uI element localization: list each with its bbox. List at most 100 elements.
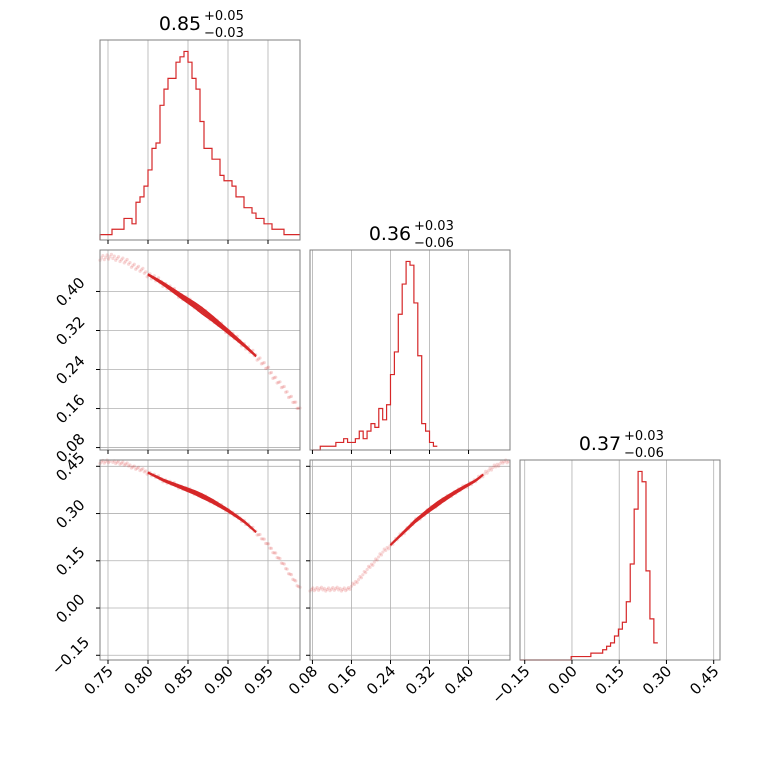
sample-point — [108, 255, 112, 259]
sample-point — [118, 462, 122, 466]
sample-point — [359, 576, 364, 580]
sample-point — [361, 573, 365, 577]
sample-point — [272, 551, 276, 555]
sample-point — [265, 542, 269, 546]
sample-point — [275, 555, 279, 560]
sample-point — [264, 366, 268, 371]
sample-point — [106, 461, 111, 465]
sample-point — [341, 587, 345, 592]
sample-point — [488, 466, 492, 470]
sample-point — [491, 465, 495, 470]
sample-point — [294, 579, 298, 583]
sample-point — [112, 254, 116, 258]
sample-point — [369, 562, 374, 566]
sample-point — [501, 461, 505, 465]
sample-point — [104, 459, 108, 464]
title-lower-error: −0.03 — [204, 26, 244, 41]
sample-point — [338, 586, 342, 590]
sample-point — [339, 589, 344, 593]
contour-line — [389, 473, 484, 546]
sample-point — [498, 462, 502, 466]
sample-point — [99, 460, 104, 464]
sample-point — [258, 356, 262, 360]
sample-point — [296, 406, 301, 410]
title-upper-error: +0.03 — [624, 429, 664, 444]
sample-point — [282, 384, 286, 389]
sample-point — [135, 266, 139, 270]
sample-point — [278, 380, 282, 384]
sample-point — [274, 375, 278, 379]
sample-point — [131, 264, 135, 268]
sample-point — [329, 587, 334, 591]
sample-point — [374, 557, 378, 561]
sample-point — [334, 587, 338, 591]
sample-point — [505, 461, 509, 465]
sample-point — [125, 461, 129, 465]
sample-point — [282, 562, 286, 566]
sample-point — [386, 547, 391, 551]
sample-point — [119, 258, 124, 262]
sample-point — [335, 585, 339, 589]
sample-point — [256, 357, 261, 361]
scatter-panel-background — [100, 460, 300, 660]
sample-point — [288, 572, 292, 576]
sample-point — [119, 461, 124, 465]
sample-point — [284, 567, 288, 571]
density-contours — [389, 473, 484, 546]
sample-point — [274, 551, 278, 555]
sample-point — [121, 256, 125, 260]
sample-point — [261, 537, 265, 541]
sample-point — [141, 467, 145, 471]
sample-point — [128, 463, 132, 467]
sample-point — [332, 588, 336, 592]
vertical-grid — [524, 460, 715, 660]
sample-point — [136, 264, 141, 268]
sample-point — [378, 552, 382, 556]
sample-point — [116, 255, 121, 259]
sample-point — [141, 266, 145, 270]
sample-point — [289, 394, 294, 398]
sample-point — [371, 563, 375, 567]
title-upper-error: +0.05 — [204, 9, 244, 24]
sample-point — [122, 261, 126, 265]
sample-point — [295, 406, 299, 410]
sample-point — [129, 466, 134, 470]
grid — [310, 460, 510, 660]
sample-point — [276, 556, 281, 560]
sample-point — [286, 572, 291, 576]
sample-point — [292, 400, 296, 404]
sample-point — [309, 587, 314, 592]
sample-point — [276, 380, 281, 385]
sample-point — [294, 400, 298, 404]
sample-point — [385, 545, 389, 550]
sample-point — [379, 553, 384, 557]
sample-point — [381, 550, 385, 554]
sample-point — [352, 582, 356, 587]
histogram-title: 0.85 +0.05 −0.03 — [159, 9, 244, 41]
sample-point — [275, 381, 279, 385]
sample-point — [321, 588, 325, 592]
sample-point — [145, 275, 149, 279]
sample-point — [134, 467, 138, 471]
sample-point — [138, 269, 142, 273]
sample-point — [125, 257, 129, 262]
sample-point — [126, 262, 131, 266]
sample-point — [115, 256, 119, 261]
histogram-frame — [99, 39, 301, 241]
sample-point — [318, 587, 322, 591]
sample-point — [279, 561, 284, 565]
sample-point — [365, 567, 369, 572]
sample-point — [102, 258, 106, 262]
sample-point — [336, 588, 341, 592]
sample-point — [128, 260, 132, 265]
sample-point — [375, 558, 379, 562]
sample-point — [315, 586, 319, 590]
sample-point — [268, 371, 272, 375]
sample-point — [136, 465, 141, 469]
sample-point — [289, 573, 294, 577]
sample-point — [144, 270, 148, 274]
sample-point — [111, 460, 115, 464]
sample-point — [291, 400, 295, 405]
sample-point — [368, 565, 372, 569]
sample-point — [266, 542, 271, 546]
